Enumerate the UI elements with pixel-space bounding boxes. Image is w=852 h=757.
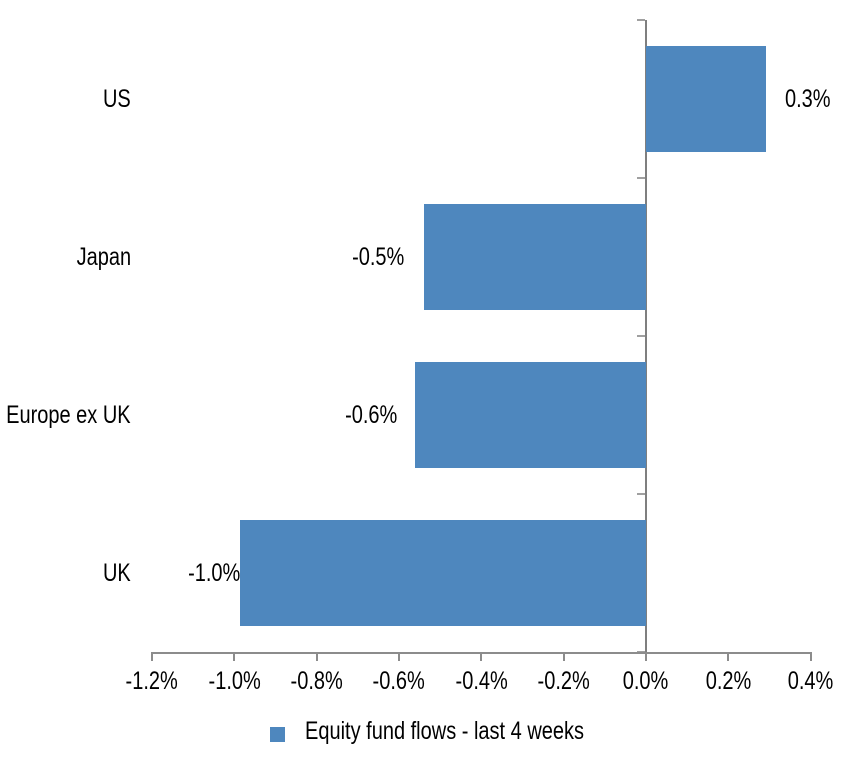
data-label-text: -0.5%: [352, 243, 405, 271]
bar: [645, 46, 767, 152]
category-label-text: Japan: [76, 243, 132, 271]
x-tick-label: 0.0%: [586, 666, 706, 696]
x-tick: [315, 652, 318, 661]
x-tick: [644, 652, 647, 661]
category-label: UK: [96, 558, 131, 588]
x-tick: [480, 652, 483, 661]
x-tick: [233, 652, 236, 661]
data-label: -0.5%: [339, 242, 404, 272]
bar: [415, 362, 646, 468]
x-tick-label: 0.4%: [751, 666, 852, 696]
x-tick-label-text: -0.6%: [372, 667, 426, 695]
category-tick: [636, 493, 645, 495]
x-tick-label: -1.0%: [174, 666, 294, 696]
x-tick-label-text: 0.0%: [623, 667, 669, 695]
x-tick-label: -0.4%: [421, 666, 541, 696]
category-label: Japan: [63, 242, 132, 272]
x-tick-label: 0.2%: [668, 666, 788, 696]
data-label-text: -1.0%: [188, 559, 241, 587]
x-tick-label-text: -1.0%: [208, 667, 261, 695]
legend-marker-icon: [270, 727, 285, 742]
category-tick: [636, 19, 645, 21]
x-tick: [727, 652, 730, 661]
category-label-text: US: [103, 85, 131, 113]
x-tick: [562, 652, 565, 661]
data-label-text: 0.3%: [785, 85, 831, 113]
x-tick: [809, 652, 812, 661]
data-label: 0.3%: [785, 84, 842, 114]
data-label-text: -0.6%: [345, 401, 398, 429]
data-label: -1.0%: [175, 558, 240, 588]
bar: [423, 204, 646, 310]
legend-label: Equity fund flows - last 4 weeks: [305, 717, 585, 745]
x-tick: [151, 652, 153, 661]
x-tick-label-text: -0.2%: [537, 667, 590, 695]
x-tick-label: -0.8%: [257, 666, 377, 696]
x-tick-label: -1.2%: [92, 666, 212, 696]
x-tick-label-text: 0.4%: [787, 667, 834, 695]
y-axis-zero-line: [644, 20, 647, 652]
category-label: Europe ex UK: [0, 400, 131, 430]
category-label: US: [96, 84, 131, 114]
x-tick-label-text: -0.4%: [455, 667, 508, 695]
x-tick-label: -0.6%: [339, 666, 459, 696]
category-tick: [636, 335, 645, 337]
category-label-text: UK: [103, 559, 131, 587]
category-label-text: Europe ex UK: [6, 401, 131, 429]
x-tick-label-text: -0.8%: [290, 667, 343, 695]
category-tick: [636, 177, 645, 179]
data-label: -0.6%: [332, 400, 397, 430]
x-tick: [397, 652, 400, 661]
x-tick-label: -0.2%: [504, 666, 624, 696]
x-tick-label-text: 0.2%: [705, 667, 751, 695]
bar: [240, 520, 646, 626]
x-tick-label-text: -1.2%: [125, 667, 179, 695]
